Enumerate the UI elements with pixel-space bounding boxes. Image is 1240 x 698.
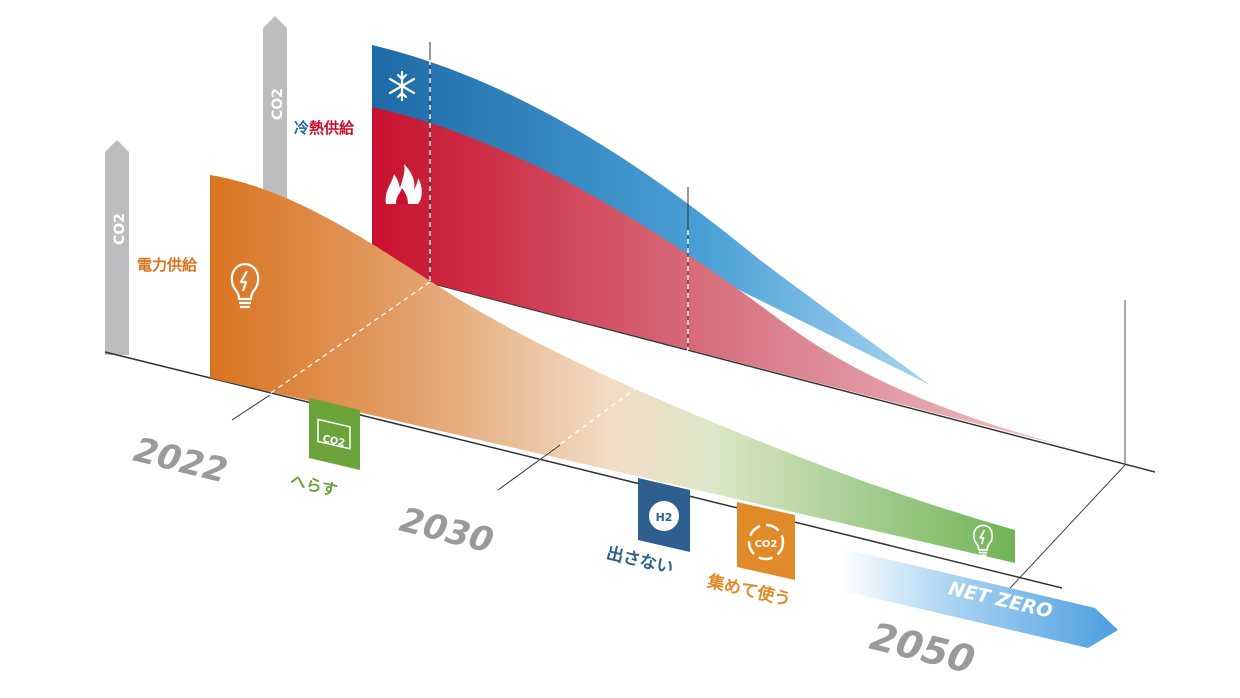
co2-axis-right-label: CO2 xyxy=(270,88,286,120)
depth-2022-solid xyxy=(231,394,271,421)
lightbulb-icon xyxy=(230,262,260,309)
capture-use-action: CO2 集めて使う xyxy=(704,502,795,610)
co2-axis-left: CO2 xyxy=(105,140,129,355)
co2-capture-icon xyxy=(747,523,785,561)
year-2030: 2030 xyxy=(396,500,498,562)
reduce-label: へらす xyxy=(288,471,339,500)
year-2050: 2050 xyxy=(866,614,979,682)
cooling-area xyxy=(372,45,930,385)
heat-cooling-label-hot: 熱供給 xyxy=(309,119,355,137)
no-emit-icon-text: H2 xyxy=(656,511,673,524)
hydrogen-icon xyxy=(647,499,681,533)
lightbulb-small-icon xyxy=(972,524,994,557)
lower-baseline xyxy=(104,351,1063,589)
heat-cooling-label: 冷熱供給 xyxy=(294,119,355,137)
depth-2030-solid xyxy=(497,444,561,491)
depth-2022 xyxy=(231,281,431,421)
depth-2030 xyxy=(497,349,689,491)
capture-use-label: 集めて使う xyxy=(704,571,793,611)
reduce-action: CO2 へらす xyxy=(288,398,360,500)
no-emit-label: 出さない xyxy=(604,543,675,579)
power-supply-label: 電力供給 xyxy=(137,256,198,274)
no-emit-action: H2 出さない xyxy=(604,478,690,578)
heat-area xyxy=(372,107,1125,462)
heat-cooling-label-cold: 冷 xyxy=(294,119,309,137)
year-2022: 2022 xyxy=(130,430,232,492)
co2-axis-right: CO2 xyxy=(263,16,287,238)
power-area xyxy=(210,175,1015,563)
flame-icon xyxy=(385,164,422,204)
reduce-icon-text: CO2 xyxy=(321,434,346,450)
co2-axis-left-label: CO2 xyxy=(112,213,128,245)
snowflake-icon xyxy=(388,70,416,102)
capture-use-icon-text: CO2 xyxy=(755,539,778,550)
